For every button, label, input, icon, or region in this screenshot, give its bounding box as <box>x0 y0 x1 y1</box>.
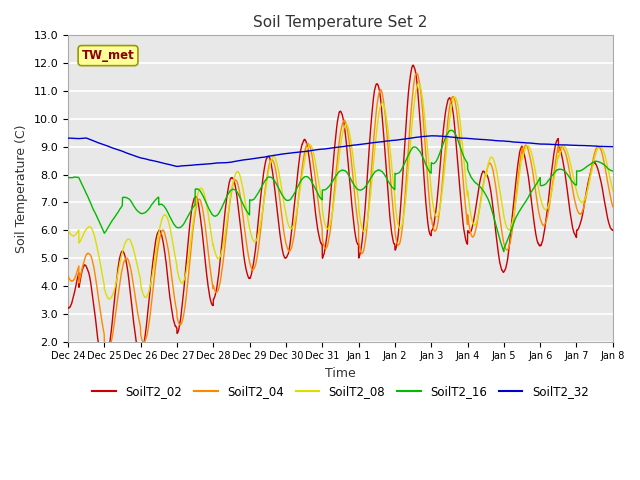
Y-axis label: Soil Temperature (C): Soil Temperature (C) <box>15 124 28 252</box>
Text: TW_met: TW_met <box>82 49 134 62</box>
Title: Soil Temperature Set 2: Soil Temperature Set 2 <box>253 15 428 30</box>
Legend: SoilT2_02, SoilT2_04, SoilT2_08, SoilT2_16, SoilT2_32: SoilT2_02, SoilT2_04, SoilT2_08, SoilT2_… <box>88 381 593 403</box>
X-axis label: Time: Time <box>325 367 356 380</box>
